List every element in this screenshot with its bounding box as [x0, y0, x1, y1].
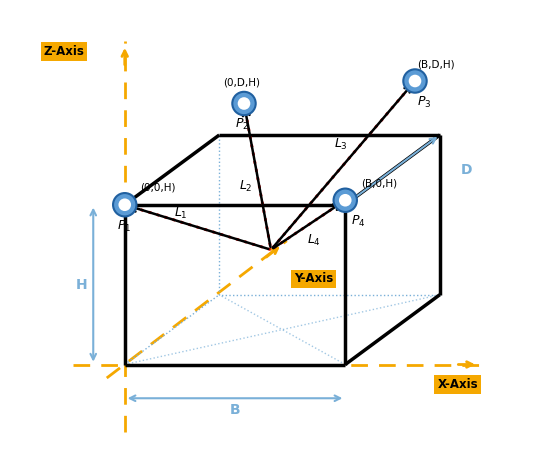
Text: $L_2$: $L_2$ [240, 179, 253, 194]
Text: $L_3$: $L_3$ [334, 136, 347, 152]
Circle shape [119, 198, 131, 211]
Circle shape [339, 194, 352, 207]
Circle shape [113, 193, 137, 216]
Circle shape [409, 75, 421, 87]
Text: (B,D,H): (B,D,H) [417, 59, 455, 69]
Text: $P_4$: $P_4$ [352, 214, 366, 229]
Circle shape [333, 189, 357, 212]
Text: $L_1$: $L_1$ [174, 206, 188, 221]
Text: B: B [230, 402, 240, 417]
Text: H: H [76, 278, 88, 292]
Text: (0,0,H): (0,0,H) [140, 182, 176, 192]
Text: $P_3$: $P_3$ [417, 95, 431, 110]
Text: Z-Axis: Z-Axis [43, 45, 85, 58]
Circle shape [233, 92, 256, 115]
Text: Y-Axis: Y-Axis [294, 273, 333, 285]
Text: X-Axis: X-Axis [437, 378, 478, 391]
Text: (B,0,H): (B,0,H) [361, 179, 397, 189]
Circle shape [238, 97, 250, 110]
Text: $P_1$: $P_1$ [117, 219, 131, 234]
Text: $P_2$: $P_2$ [235, 117, 249, 132]
Circle shape [403, 69, 427, 93]
Text: $L_4$: $L_4$ [307, 233, 321, 248]
Text: D: D [461, 163, 473, 177]
Text: (0,D,H): (0,D,H) [223, 77, 260, 87]
